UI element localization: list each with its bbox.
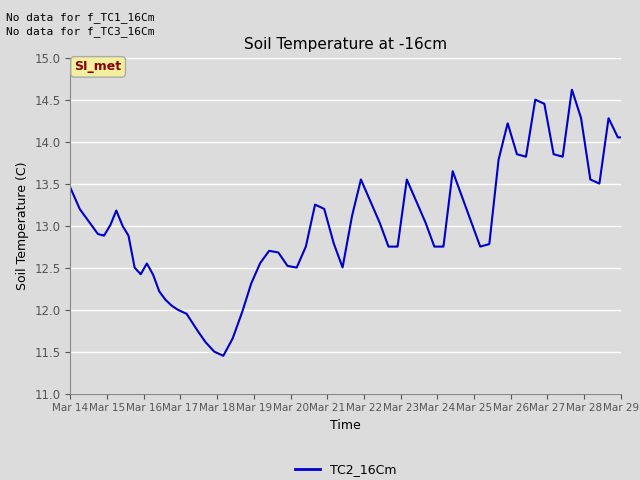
Text: No data for f_TC3_16Cm: No data for f_TC3_16Cm: [6, 26, 155, 37]
Title: Soil Temperature at -16cm: Soil Temperature at -16cm: [244, 37, 447, 52]
Text: No data for f_TC1_16Cm: No data for f_TC1_16Cm: [6, 12, 155, 23]
Y-axis label: Soil Temperature (C): Soil Temperature (C): [16, 161, 29, 290]
Legend: TC2_16Cm: TC2_16Cm: [290, 458, 401, 480]
Text: SI_met: SI_met: [75, 60, 122, 73]
X-axis label: Time: Time: [330, 419, 361, 432]
